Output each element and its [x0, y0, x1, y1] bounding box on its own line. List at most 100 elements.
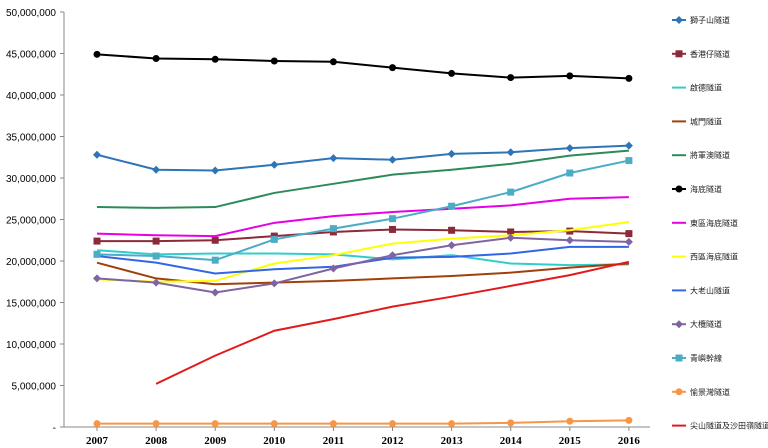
y-tick-label: 40,000,000 [6, 91, 56, 102]
legend-item: 愉景灣隧道 [672, 387, 730, 397]
legend-label: 尖山隧道及沙田嶺隧道 [690, 421, 768, 431]
y-axis-ticks: - 5,000,000 10,000,000 15,000,000 20,000,000… [6, 8, 64, 434]
series-line [96, 159, 630, 262]
legend-marker [675, 354, 683, 362]
y-tick-label: 25,000,000 [6, 216, 56, 227]
data-point [93, 237, 101, 245]
data-point [270, 420, 278, 428]
x-tick-label: 2014 [500, 435, 523, 447]
legend-label: 海底隧道 [690, 184, 722, 194]
series-7 [96, 220, 630, 283]
legend-label: 東區海底隧道 [690, 218, 738, 228]
data-point [566, 72, 574, 80]
data-point [329, 420, 337, 428]
data-point [389, 64, 396, 72]
y-tick-label: - [53, 423, 56, 434]
data-point [211, 236, 219, 244]
data-point [448, 202, 456, 210]
x-tick-label: 2008 [145, 435, 168, 447]
legend-label: 香港仔隧道 [690, 49, 730, 59]
data-point [270, 57, 278, 65]
data-point [566, 169, 574, 177]
series-line [96, 149, 629, 209]
data-point [565, 236, 574, 245]
data-point [448, 420, 456, 428]
data-point [152, 237, 160, 245]
series-11 [93, 416, 633, 428]
legend-item: 西區海底隧道 [672, 252, 738, 262]
x-tick-label: 2012 [382, 435, 405, 447]
data-point [624, 141, 633, 150]
legend-item: 海底隧道 [672, 184, 722, 194]
legend-item: 青嶼幹線 [672, 353, 722, 363]
data-point [625, 74, 633, 82]
series-line [97, 419, 629, 425]
data-point [270, 160, 279, 169]
legend-item: 獅子山隧道 [672, 15, 730, 25]
y-tick-label: 5,000,000 [12, 382, 57, 393]
legend-label: 大老山隧道 [690, 285, 730, 295]
x-tick-label: 2009 [204, 435, 227, 447]
series-4 [96, 149, 629, 209]
legend-item: 香港仔隧道 [672, 49, 730, 59]
legend-marker [675, 320, 683, 329]
x-tick-label: 2010 [263, 435, 286, 447]
legend-marker [675, 388, 683, 396]
series-line [96, 236, 629, 294]
data-point [93, 50, 101, 58]
data-point [448, 226, 456, 234]
legend-label: 大欖隧道 [690, 319, 722, 329]
data-point [565, 144, 574, 153]
y-tick-label: 35,000,000 [6, 133, 56, 144]
series-9 [93, 233, 633, 297]
data-point [625, 157, 633, 165]
legend-marker [675, 185, 683, 193]
data-point [624, 237, 633, 246]
legend-label: 青嶼幹線 [690, 353, 722, 363]
x-tick-label: 2011 [323, 435, 344, 447]
y-tick-label: 30,000,000 [6, 174, 56, 185]
y-tick-label: 10,000,000 [6, 340, 56, 351]
y-tick-label: 20,000,000 [6, 257, 56, 268]
x-tick-label: 2013 [441, 435, 464, 447]
legend: 獅子山隧道香港仔隧道啟德隧道城門隧道將軍澳隧道海底隧道東區海底隧道西區海底隧道大… [672, 15, 768, 431]
data-point [211, 288, 220, 297]
legend-item: 城門隧道 [672, 116, 722, 126]
legend-label: 獅子山隧道 [690, 15, 730, 25]
data-point [270, 279, 279, 288]
data-point [566, 417, 574, 425]
data-point [507, 188, 515, 196]
data-point [93, 250, 101, 258]
data-point [152, 278, 161, 287]
data-point [329, 154, 338, 163]
data-point [507, 74, 515, 82]
legend-marker [675, 16, 683, 24]
data-point [211, 256, 219, 264]
data-point [507, 419, 515, 427]
data-point [507, 228, 515, 236]
series-2 [96, 249, 629, 267]
series-10 [93, 157, 633, 264]
data-point [388, 251, 397, 260]
legend-label: 愉景灣隧道 [690, 387, 730, 397]
legend-item: 東區海底隧道 [672, 218, 738, 228]
x-tick-label: 2016 [618, 435, 641, 447]
x-axis-ticks: 2007 2008 2009 2010 2011 2012 2013 2014 2015 2016 [86, 427, 640, 447]
data-point [447, 241, 456, 250]
legend-marker [675, 50, 683, 58]
series-layer [93, 50, 633, 428]
series-line [96, 144, 629, 172]
legend-item: 啟德隧道 [672, 83, 722, 93]
data-point [388, 155, 397, 164]
legend-item: 大老山隧道 [672, 285, 730, 295]
y-tick-label: 15,000,000 [6, 299, 56, 310]
legend-label: 城門隧道 [690, 116, 722, 126]
data-point [329, 225, 337, 233]
series-0 [93, 141, 633, 175]
series-line [96, 53, 629, 80]
series-line [96, 249, 629, 267]
x-tick-label: 2007 [86, 435, 109, 447]
data-point [329, 264, 338, 273]
x-tick-label: 2015 [559, 435, 582, 447]
